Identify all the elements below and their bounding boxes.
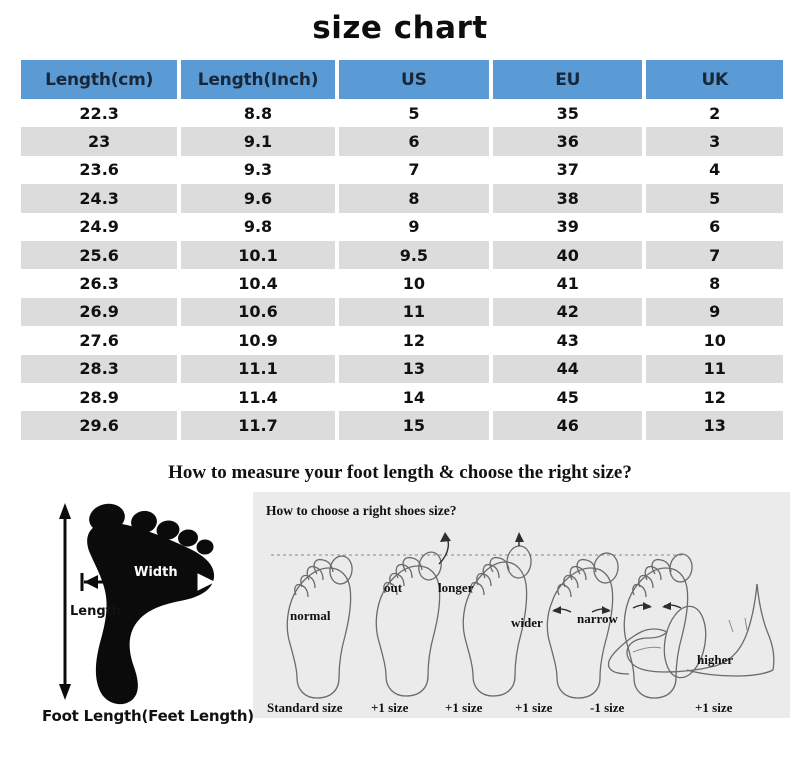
column-header-length-cm: Length(cm) (21, 60, 178, 99)
foot-size-3: +1 size (445, 700, 483, 715)
table-cell: 37 (493, 155, 643, 185)
table-cell: 8 (338, 184, 490, 213)
table-cell: 9.5 (338, 240, 490, 270)
table-cell: 26.9 (21, 297, 178, 327)
foot-note-normal: normal (290, 608, 331, 623)
table-cell: 10 (338, 269, 490, 298)
table-cell: 24.3 (21, 184, 178, 213)
table-cell: 35 (493, 99, 643, 128)
foot-note-higher: higher (697, 652, 734, 667)
table-cell: 23 (21, 127, 178, 156)
choose-panel-title: How to choose a right shoes size? (266, 503, 457, 518)
table-cell: 43 (493, 326, 643, 355)
foot-note-wider: wider (511, 615, 543, 630)
table-cell: 40 (493, 240, 643, 270)
table-cell: 13 (338, 354, 490, 383)
table-cell: 2 (646, 99, 783, 128)
footprint-icon (59, 503, 216, 705)
table-cell: 41 (493, 269, 643, 298)
table-cell: 9 (338, 212, 490, 241)
foot-length-caption: Foot Length(Feet Length) (42, 707, 254, 725)
table-cell: 36 (493, 127, 643, 156)
table-cell: 28.3 (21, 354, 178, 383)
table-column-uk: UK 2 3 4 5 6 7 8 9 10 11 12 13 (646, 60, 783, 440)
table-cell: 11 (646, 354, 783, 383)
table-cell: 5 (646, 184, 783, 213)
table-cell: 4 (646, 155, 783, 185)
table-cell: 23.6 (21, 155, 178, 185)
table-column-eu: EU 35 36 37 38 39 40 41 42 43 44 45 46 (493, 60, 643, 440)
foot-size-5: -1 size (590, 700, 625, 715)
table-cell: 28.9 (21, 382, 178, 412)
foot-note-out: out (384, 580, 403, 595)
table-cell: 39 (493, 212, 643, 241)
table-cell: 22.3 (21, 99, 178, 128)
table-cell: 13 (646, 411, 783, 440)
foot-measure-diagram: Width Length Foot Length(Feet Length) (34, 485, 259, 755)
table-cell: 8 (646, 269, 783, 298)
foot-size-2: +1 size (371, 700, 409, 715)
foot-note-narrow: narrow (577, 611, 618, 626)
table-cell: 9.3 (181, 155, 335, 185)
table-cell: 38 (493, 184, 643, 213)
table-cell: 10.6 (181, 297, 335, 327)
table-cell: 45 (493, 382, 643, 412)
table-cell: 10 (646, 326, 783, 355)
table-cell: 11.4 (181, 382, 335, 412)
table-cell: 14 (338, 382, 490, 412)
page-title: size chart (312, 10, 488, 46)
column-header-length-inch: Length(Inch) (181, 60, 335, 99)
table-cell: 44 (493, 354, 643, 383)
table-cell: 11.7 (181, 411, 335, 440)
table-cell: 6 (338, 127, 490, 156)
table-cell: 8.8 (181, 99, 335, 128)
column-header-eu: EU (493, 60, 643, 99)
foot-size-4: +1 size (515, 700, 553, 715)
foot-outlines-illustration (271, 532, 775, 699)
table-cell: 9.1 (181, 127, 335, 156)
column-header-uk: UK (646, 60, 783, 99)
foot-note-longer: longer (438, 580, 474, 595)
table-column-length-cm: Length(cm) 22.3 23 23.6 24.3 24.9 25.6 26.3 26.… (21, 60, 178, 440)
table-cell: 46 (493, 411, 643, 440)
table-cell: 11 (338, 297, 490, 327)
foot-size-standard: Standard size (267, 700, 343, 715)
table-cell: 15 (338, 411, 490, 440)
table-cell: 9.8 (181, 212, 335, 241)
width-label: Width (134, 565, 178, 580)
table-cell: 9 (646, 297, 783, 327)
table-cell: 42 (493, 297, 643, 327)
table-cell: 27.6 (21, 326, 178, 355)
table-cell: 9.6 (181, 184, 335, 213)
column-header-us: US (338, 60, 490, 99)
choose-size-panel: How to choose a right shoes size? (253, 492, 790, 718)
table-cell: 10.9 (181, 326, 335, 355)
table-cell: 12 (338, 326, 490, 355)
measure-heading: How to measure your foot length & choose… (168, 462, 632, 483)
table-cell: 12 (646, 382, 783, 412)
table-cell: 11.1 (181, 354, 335, 383)
table-cell: 6 (646, 212, 783, 241)
length-label: Length (70, 604, 122, 619)
table-cell: 3 (646, 127, 783, 156)
table-cell: 10.4 (181, 269, 335, 298)
foot-size-6: +1 size (695, 700, 733, 715)
table-cell: 25.6 (21, 240, 178, 270)
size-table: Length(cm) 22.3 23 23.6 24.3 24.9 25.6 26.3 26.… (21, 60, 783, 440)
table-column-us: US 5 6 7 8 9 9.5 10 11 12 13 14 15 (338, 60, 490, 440)
table-cell: 26.3 (21, 269, 178, 298)
table-column-length-inch: Length(Inch) 8.8 9.1 9.3 9.6 9.8 10.1 10.4 10.6… (181, 60, 335, 440)
table-cell: 10.1 (181, 240, 335, 270)
table-cell: 5 (338, 99, 490, 128)
table-cell: 29.6 (21, 411, 178, 440)
table-cell: 7 (646, 240, 783, 270)
table-cell: 24.9 (21, 212, 178, 241)
table-cell: 7 (338, 155, 490, 185)
